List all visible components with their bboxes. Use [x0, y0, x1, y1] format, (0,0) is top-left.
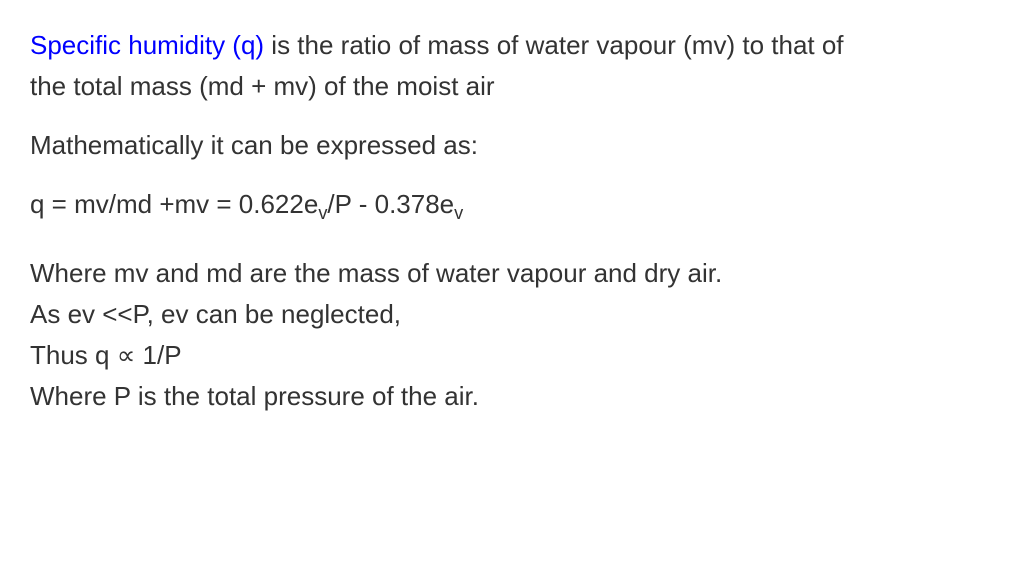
definition-line-1: Specific humidity (q) is the ratio of ma… — [30, 28, 994, 63]
equation-sub-2: v — [454, 203, 463, 223]
proportional-line: Thus q ∝ 1/P — [30, 338, 994, 373]
pressure-line: Where P is the total pressure of the air… — [30, 379, 994, 414]
definition-line-2: the total mass (md + mv) of the moist ai… — [30, 69, 994, 104]
definition-text-1: is the ratio of mass of water vapour (mv… — [264, 30, 843, 60]
where-line: Where mv and md are the mass of water va… — [30, 256, 994, 291]
equation-line: q = mv/md +mv = 0.622ev/P - 0.378ev — [30, 187, 994, 226]
term-specific-humidity: Specific humidity (q) — [30, 30, 264, 60]
math-intro: Mathematically it can be expressed as: — [30, 128, 994, 163]
equation-part-2: /P - 0.378e — [327, 189, 454, 219]
neglect-line: As ev <<P, ev can be neglected, — [30, 297, 994, 332]
equation-part-1: q = mv/md +mv = 0.622e — [30, 189, 318, 219]
